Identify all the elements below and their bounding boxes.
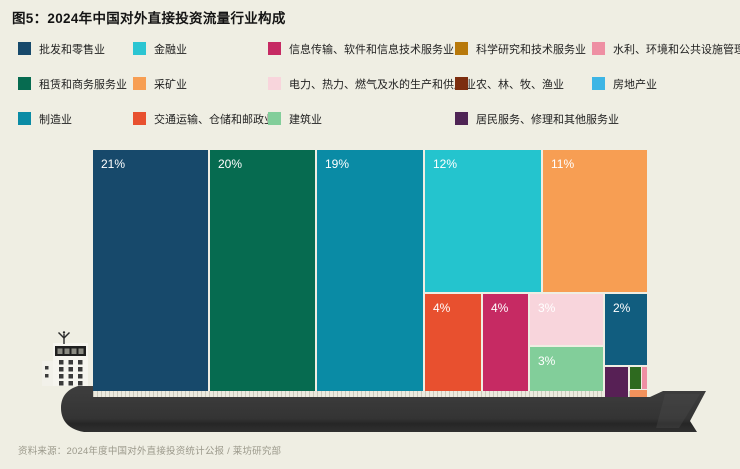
legend-item-resident-services: 居民服务、修理和其他服务业 [455, 112, 619, 126]
percent-label: 20% [218, 157, 243, 171]
legend-swatch [455, 112, 468, 125]
legend-label: 建筑业 [289, 113, 322, 126]
legend-item-wholesale-retail: 批发和零售业 [18, 42, 127, 56]
legend-swatch [18, 112, 31, 125]
treemap-block-water-environment [642, 367, 647, 389]
ship-stern-highlight [656, 394, 700, 428]
percent-label: 21% [101, 157, 126, 171]
legend-swatch [268, 77, 281, 90]
legend-item-real-estate: 房地产业 [592, 77, 740, 91]
treemap-block-leasing-business: 20% [210, 150, 315, 391]
treemap-block-construction: 3% [530, 347, 603, 391]
legend-item-agriculture: 农、林、牧、渔业 [455, 77, 619, 91]
treemap-block-information-technology: 4% [483, 294, 528, 391]
legend-column-5: 水利、环境和公共设施管理业 房地产业 [592, 42, 740, 91]
bridge-window-band [55, 346, 86, 356]
percent-label: 4% [433, 301, 451, 315]
legend-label: 租赁和商务服务业 [39, 78, 127, 91]
treemap-block-manufacturing: 19% [317, 150, 423, 391]
legend-label: 房地产业 [613, 78, 657, 91]
percent-label: 3% [538, 354, 556, 368]
legend-swatch [455, 42, 468, 55]
legend-item-construction: 建筑业 [268, 112, 476, 126]
treemap-block-mining: 11% [543, 150, 647, 292]
tower-porthole-grid [59, 360, 83, 386]
bridge-window-icon [71, 348, 77, 354]
annex-window-icon [45, 366, 49, 370]
antenna-icon [58, 331, 70, 344]
percent-label: 2% [613, 301, 631, 315]
treemap-block-transport-storage-post: 4% [425, 294, 481, 391]
percent-label: 19% [325, 157, 350, 171]
legend-swatch [133, 42, 146, 55]
legend-swatch [268, 112, 281, 125]
legend-item-transport-storage-post: 交通运输、仓储和邮政业 [133, 112, 275, 126]
legend-label: 电力、热力、燃气及水的生产和供应业 [289, 78, 476, 91]
figure-title: 图5：2024年中国对外直接投资流量行业构成 [12, 7, 286, 27]
legend-item-scientific-research: 科学研究和技术服务业 [455, 42, 619, 56]
legend-swatch [133, 77, 146, 90]
treemap-block-finance: 12% [425, 150, 541, 292]
legend-swatch [268, 42, 281, 55]
legend-label: 制造业 [39, 113, 72, 126]
legend-label: 批发和零售业 [39, 43, 105, 56]
legend-column-4: 科学研究和技术服务业 农、林、牧、渔业 居民服务、修理和其他服务业 [455, 42, 619, 126]
ship-deck-strip [93, 391, 647, 397]
legend-label: 金融业 [154, 43, 187, 56]
legend-item-mining: 采矿业 [133, 77, 275, 91]
legend-swatch [455, 77, 468, 90]
legend-column-2: 金融业 采矿业 交通运输、仓储和邮政业 [133, 42, 275, 126]
legend-label: 采矿业 [154, 78, 187, 91]
treemap-block-power-utilities: 3% [530, 294, 603, 345]
legend-column-3: 信息传输、软件和信息技术服务业 电力、热力、燃气及水的生产和供应业 建筑业 [268, 42, 476, 126]
figure-title-text: 2024年中国对外直接投资流量行业构成 [47, 11, 286, 26]
legend-swatch [133, 112, 146, 125]
legend-swatch [592, 42, 605, 55]
legend-label: 交通运输、仓储和邮政业 [154, 113, 275, 126]
legend-label: 水利、环境和公共设施管理业 [613, 43, 740, 56]
treemap-block-agriculture [630, 367, 641, 389]
legend-item-water-environment: 水利、环境和公共设施管理业 [592, 42, 740, 56]
source-note: 资料来源：2024年度中国对外直接投资统计公报 / 莱坊研究部 [18, 446, 282, 457]
bridge-window-icon [57, 348, 63, 354]
treemap-block-wholesale-retail: 21% [93, 150, 208, 391]
legend-label: 科学研究和技术服务业 [476, 43, 586, 56]
figure-number: 图5： [12, 11, 48, 26]
treemap-block-scientific-research [630, 390, 647, 397]
percent-label: 11% [551, 157, 575, 171]
treemap-block-resident-services [605, 367, 628, 397]
treemap-chart: 21% 20% 19% 12% 11% 4% 4% 3% 3% 2% [93, 150, 647, 397]
legend-label: 居民服务、修理和其他服务业 [476, 113, 619, 126]
legend-swatch [18, 77, 31, 90]
legend-swatch [592, 77, 605, 90]
legend-label: 农、林、牧、渔业 [476, 78, 564, 91]
legend-item-manufacturing: 制造业 [18, 112, 127, 126]
legend-label: 信息传输、软件和信息技术服务业 [289, 43, 454, 56]
percent-label: 12% [433, 157, 458, 171]
annex-window-icon [45, 374, 49, 378]
ship-bridge-annex [42, 361, 53, 386]
legend-item-finance: 金融业 [133, 42, 275, 56]
ship-hull [61, 386, 706, 432]
legend-item-power-utilities: 电力、热力、燃气及水的生产和供应业 [268, 77, 476, 91]
bridge-window-icon [78, 348, 84, 354]
legend-swatch [18, 42, 31, 55]
legend-column-1: 批发和零售业 租赁和商务服务业 制造业 [18, 42, 127, 126]
percent-label: 3% [538, 301, 556, 315]
bridge-window-icon [64, 348, 70, 354]
treemap-block-real-estate: 2% [605, 294, 647, 365]
percent-label: 4% [491, 301, 509, 315]
legend-item-leasing-business: 租赁和商务服务业 [18, 77, 127, 91]
legend-item-information-technology: 信息传输、软件和信息技术服务业 [268, 42, 476, 56]
